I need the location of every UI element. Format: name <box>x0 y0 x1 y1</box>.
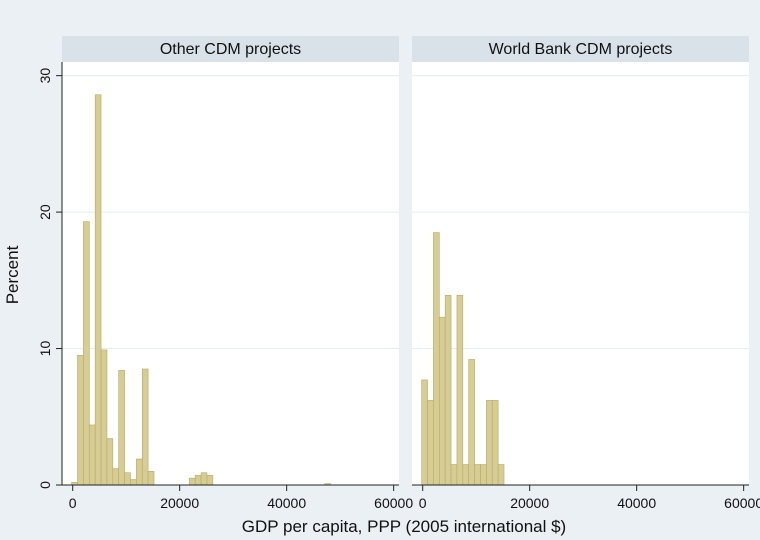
x-tick-label: 40000 <box>267 495 306 511</box>
histogram-bar <box>130 479 137 486</box>
y-tick-label: 20 <box>37 204 53 220</box>
histogram-bar <box>433 232 440 486</box>
histogram-bar <box>189 477 196 486</box>
histogram-bar <box>94 94 102 486</box>
panel-1: Other CDM projects 0 20000 40000 60000 0 10 20 3… <box>37 36 413 511</box>
histogram-bar <box>124 472 131 486</box>
panel-title: Other CDM projects <box>160 41 301 58</box>
histogram-bar <box>88 424 96 486</box>
histogram-bar <box>141 368 149 486</box>
histogram-bar <box>497 464 505 486</box>
panel-strip <box>62 36 399 62</box>
histogram-bar <box>106 438 114 486</box>
histogram-bar <box>480 464 487 486</box>
x-tick-label: 60000 <box>374 495 413 511</box>
x-axis-label: GDP per capita, PPP (2005 international … <box>242 517 566 536</box>
y-tick-label: 10 <box>37 341 53 357</box>
panel-strip <box>412 36 749 62</box>
panels-group: Other CDM projects 0 20000 40000 60000 0 10 20 3… <box>37 36 760 511</box>
histogram-bar <box>83 221 90 486</box>
x-tick-label: 20000 <box>160 495 199 511</box>
y-axis-label: Percent <box>3 245 22 304</box>
y-tick-label: 0 <box>37 481 53 489</box>
panel-2: World Bank CDM projects 0 20000 40000 60000 <box>412 36 760 511</box>
histogram-bar <box>206 475 214 486</box>
x-tick-label: 0 <box>419 495 427 511</box>
histogram-bar <box>462 464 470 486</box>
histogram-bar <box>491 400 499 486</box>
histogram-bar <box>444 295 452 486</box>
histogram-bar <box>450 464 458 486</box>
histogram-bar <box>200 472 208 486</box>
histogram-bar <box>147 471 155 486</box>
x-tick-label: 40000 <box>617 495 656 511</box>
histogram-bar <box>118 370 125 486</box>
x-tick-label: 0 <box>69 495 77 511</box>
histogram-bar <box>468 359 475 486</box>
histogram-bar <box>474 464 481 486</box>
histogram-bar <box>421 379 428 486</box>
histogram-bar <box>427 400 434 486</box>
x-tick-label: 60000 <box>724 495 760 511</box>
x-tick-label: 20000 <box>510 495 549 511</box>
histogram-bar <box>136 458 143 486</box>
y-tick-label: 30 <box>37 68 53 84</box>
histogram-bar <box>456 295 464 486</box>
histogram-bar <box>100 349 108 486</box>
panel-title: World Bank CDM projects <box>489 41 673 58</box>
plot-area <box>62 62 399 485</box>
histogram-bar <box>438 316 446 486</box>
histogram-bar <box>486 400 493 486</box>
histogram-bar <box>194 475 202 486</box>
histogram-bar <box>112 468 120 486</box>
histogram-bar <box>77 355 84 486</box>
plot-area <box>412 62 749 485</box>
